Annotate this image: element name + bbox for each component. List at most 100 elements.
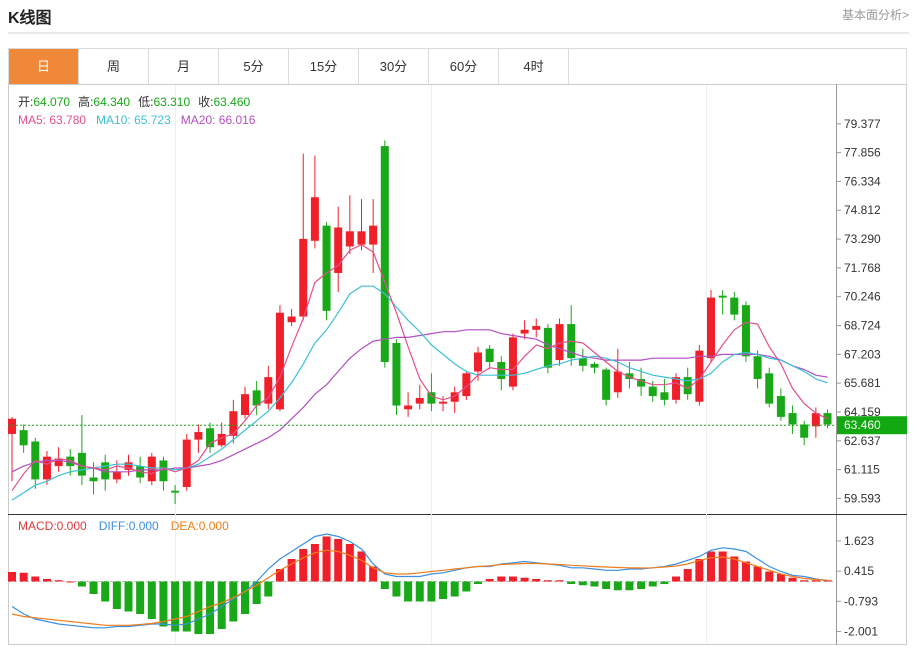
candle-body-58: [683, 377, 692, 395]
candle-body-49: [578, 358, 587, 366]
candle-body-61: [718, 295, 727, 298]
price-tick-label-13: 59.593: [844, 491, 881, 505]
candle-body-22: [264, 377, 273, 404]
candle-body-54: [637, 379, 646, 387]
macd-bar-69: [811, 580, 820, 582]
macd-bar-52: [613, 581, 622, 591]
macd-bar-50: [590, 581, 599, 587]
candle-body-35: [415, 397, 424, 404]
macd-bar-20: [241, 581, 249, 614]
macd-bar-13: [159, 581, 168, 627]
ma20-label: MA20:: [181, 113, 219, 127]
macd-bar-10: [124, 581, 133, 612]
close-value: 63.460: [213, 95, 250, 109]
tab-day[interactable]: 日: [9, 49, 79, 84]
price-tick-label-12: 61.115: [844, 463, 880, 477]
candle-body-51: [602, 369, 611, 400]
candle-body-15: [182, 439, 191, 487]
candle-body-31: [369, 225, 378, 245]
macd-bar-39: [462, 581, 471, 592]
macd-bar-5: [66, 581, 75, 583]
macd-bar-25: [299, 549, 308, 582]
candle-body-4: [54, 458, 63, 467]
macd-bar-15: [182, 581, 191, 632]
macd-bar-2: [31, 576, 40, 582]
macd-bar-34: [404, 581, 413, 602]
macd-bar-46: [543, 580, 552, 582]
ohlc-info: 开:64.070 高:64.340 低:63.310 收:63.460: [18, 94, 251, 109]
candle-body-24: [287, 316, 296, 323]
chart-frame: [8, 84, 907, 645]
candle-body-21: [252, 390, 261, 406]
candle-body-41: [485, 348, 494, 362]
macd-bar-64: [753, 566, 762, 582]
period-tabs: 日 周 月 5分 15分 30分 60分 4时: [8, 48, 907, 84]
tab-15min[interactable]: 15分: [289, 49, 359, 84]
price-tick-label-4: 73.290: [844, 232, 881, 246]
macd-bar-41: [485, 579, 494, 582]
candle-body-18: [217, 433, 226, 446]
kline-chart-svg[interactable]: 79.377 77.856 76.334 74.812 73.290 71.768 70.2…: [8, 84, 907, 646]
candle-body-45: [532, 325, 541, 330]
macd-bar-11: [136, 581, 145, 614]
candle-body-10: [124, 462, 133, 470]
candle-body-43: [508, 337, 517, 387]
header-divider: [8, 32, 909, 34]
tab-5min[interactable]: 5分: [219, 49, 289, 84]
ma10-value: 65.723: [134, 113, 171, 127]
macd-bar-31: [369, 566, 378, 582]
macd-bar-26: [310, 544, 319, 582]
macd-bar-59: [695, 559, 704, 582]
candle-body-68: [800, 424, 809, 438]
macd-bar-23: [275, 569, 284, 582]
ma20-value: 66.016: [219, 113, 256, 127]
price-tick-label-11: 62.637: [844, 434, 881, 448]
fundamental-analysis-link[interactable]: 基本面分析>: [841, 8, 909, 22]
candle-body-37: [439, 401, 448, 404]
diff-label: DIFF:: [99, 519, 129, 533]
tab-week[interactable]: 周: [79, 49, 149, 84]
macd-bar-37: [439, 581, 448, 599]
tab-60min[interactable]: 60分: [429, 49, 499, 84]
candle-body-38: [450, 392, 459, 402]
macd-bar-33: [392, 581, 401, 597]
macd-bar-35: [415, 581, 424, 602]
macd-bar-3: [42, 579, 51, 582]
tab-4hour[interactable]: 4时: [499, 49, 569, 84]
macd-legend: MACD:0.000 DIFF:0.000 DEA:0.000: [18, 519, 229, 533]
candle-body-8: [101, 462, 110, 480]
candle-body-33: [392, 343, 401, 406]
macd-bar-6: [77, 581, 86, 587]
candle-body-20: [241, 394, 249, 415]
page-title: K线图: [8, 10, 52, 27]
price-axis-ticks: 79.377 77.856 76.334 74.812 73.290 71.768 70.2…: [836, 117, 881, 505]
grid-lines: [175, 85, 707, 644]
macd-bar-62: [730, 556, 739, 582]
macd-bar-68: [800, 580, 809, 582]
tab-month[interactable]: 月: [149, 49, 219, 84]
tab-30min[interactable]: 30分: [359, 49, 429, 84]
macd-bar-27: [322, 536, 331, 582]
macd-bar-1: [19, 572, 28, 582]
dea-label: DEA:: [171, 519, 199, 533]
ma-legend: MA5: 63.780 MA10: 65.723 MA20: 66.016: [18, 113, 256, 127]
macd-bar-38: [450, 581, 459, 597]
candle-body-23: [275, 312, 284, 410]
macd-bar-63: [741, 561, 750, 582]
price-tick-label-7: 68.724: [844, 319, 881, 333]
candle-body-53: [625, 373, 634, 380]
macd-bar-4: [54, 580, 63, 582]
header: K线图 基本面分析>: [0, 0, 917, 34]
ma20-line: [11, 329, 828, 473]
kline-chart[interactable]: 79.377 77.856 76.334 74.812 73.290 71.768 70.2…: [8, 84, 907, 646]
candle-body-30: [357, 231, 366, 245]
diff-line: [11, 533, 828, 629]
macd-bar-29: [345, 544, 354, 582]
candle-body-60: [707, 297, 715, 359]
macd-bar-14: [171, 581, 180, 632]
candle-body-39: [462, 373, 471, 397]
high-label: 高:: [78, 94, 93, 109]
macd-bar-30: [357, 551, 366, 582]
ma5-value: 63.780: [49, 113, 86, 127]
macd-bar-0: [8, 572, 16, 582]
